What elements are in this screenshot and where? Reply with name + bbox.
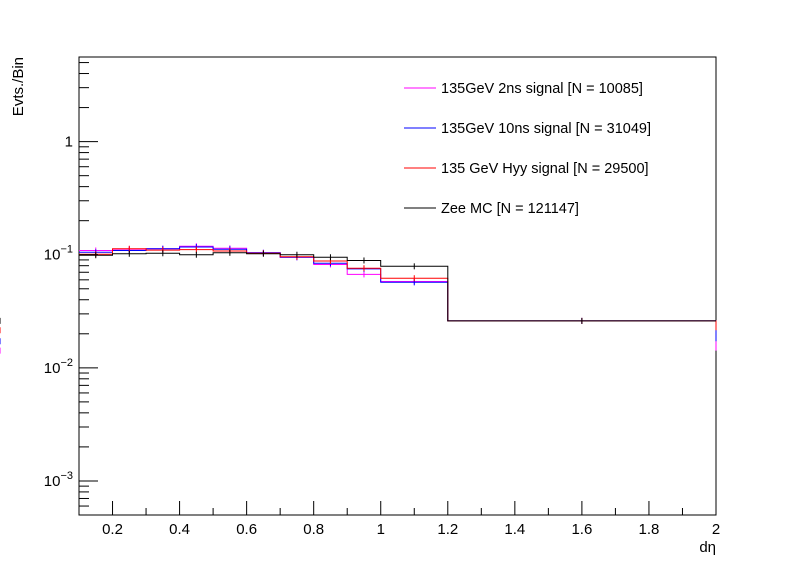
- legend-label: 135GeV 2ns signal [N = 10085]: [441, 81, 643, 97]
- x-tick-label: 1.2: [437, 521, 458, 538]
- series-line: [79, 248, 717, 331]
- legend-label: 135GeV 10ns signal [N = 31049]: [441, 121, 651, 137]
- legend-item: 135GeV 10ns signal [N = 31049]: [404, 121, 651, 137]
- x-tick-label: 1: [377, 521, 385, 538]
- y-tick-exponent: −1: [60, 244, 73, 256]
- series-2: [0, 245, 717, 334]
- y-tick-base: 10: [44, 360, 61, 377]
- series-line: [79, 246, 717, 342]
- plot-frame: [78, 56, 717, 516]
- y-tick-label: 10−1: [44, 244, 73, 264]
- legend: 135GeV 2ns signal [N = 10085] 135GeV 10ns…: [404, 81, 651, 217]
- x-tick-label: 0.2: [102, 521, 123, 538]
- legend-label: 135 GeV Hyy signal [N = 29500]: [441, 161, 649, 177]
- y-tick-label: 1: [65, 134, 73, 151]
- x-tick-label: 0.8: [303, 521, 324, 538]
- y-tick-base: 10: [44, 473, 61, 490]
- x-tick-label: 1.6: [571, 521, 592, 538]
- y-tick-exponent: −2: [60, 357, 73, 369]
- legend-item: Zee MC [N = 121147]: [404, 201, 579, 217]
- series-layer: [0, 243, 717, 354]
- series-0: [0, 243, 717, 354]
- y-tick-label: 10−3: [44, 470, 73, 490]
- y-axis-title: Evts./Bin: [10, 57, 27, 116]
- ticks-layer: [78, 62, 683, 516]
- x-tick-label: 1.8: [639, 521, 660, 538]
- y-tick-label: 10−2: [44, 357, 73, 377]
- y-tick-exponent: −3: [60, 470, 73, 482]
- x-tick-label: 0.6: [236, 521, 257, 538]
- series-3: [0, 249, 716, 324]
- legend-item: 135GeV 2ns signal [N = 10085]: [404, 81, 643, 97]
- x-tick-label: 2: [712, 521, 720, 538]
- x-tick-label: 0.4: [169, 521, 190, 538]
- legend-item: 135 GeV Hyy signal [N = 29500]: [404, 161, 649, 177]
- x-axis-title: dη: [699, 539, 716, 556]
- y-tick-base: 10: [44, 247, 61, 264]
- tick-labels: 0.2 0.4 0.6 0.8 1 1.2 1.4 1.6 1.8 210−310−210−11: [44, 134, 720, 538]
- x-tick-label: 1.4: [504, 521, 525, 538]
- series-line: [79, 245, 717, 351]
- series-line: [79, 252, 716, 322]
- legend-label: Zee MC [N = 121147]: [441, 201, 579, 217]
- series-1: [0, 244, 717, 345]
